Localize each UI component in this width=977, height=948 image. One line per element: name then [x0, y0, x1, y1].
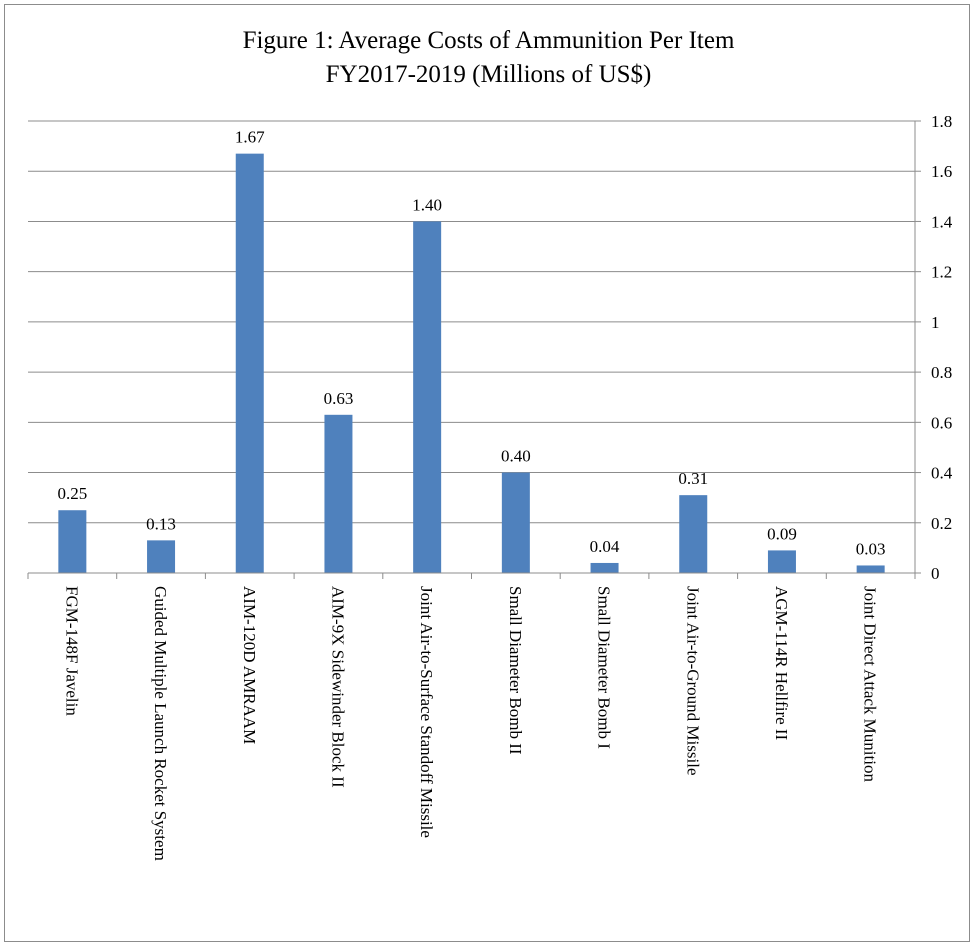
bar: [767, 550, 796, 573]
bar: [590, 562, 619, 573]
data-label: 0.09: [767, 524, 797, 543]
data-label: 1.67: [235, 128, 265, 147]
y-tick-label: 0.4: [931, 464, 953, 483]
bar: [235, 153, 264, 573]
x-tick-label: Small Diameter Bomb II: [506, 586, 525, 755]
y-tick-label: 0.6: [931, 413, 952, 432]
y-tick-label: 1.4: [931, 212, 953, 231]
bar: [856, 565, 885, 573]
x-tick-label: AIM-9X Sidewinder Block II: [328, 586, 347, 788]
y-tick-label: 1.6: [931, 162, 952, 181]
bar: [147, 540, 176, 573]
chart-title: Figure 1: Average Costs of Ammunition Pe…: [0, 24, 977, 92]
x-tick-label: FGM-148F Javelin: [62, 586, 81, 716]
chart-title-line-2: FY2017-2019 (Millions of US$): [325, 61, 652, 88]
chart-title-line-1: Figure 1: Average Costs of Ammunition Pe…: [242, 27, 735, 54]
data-label: 0.63: [324, 389, 354, 408]
data-label: 0.31: [678, 469, 708, 488]
x-tick-label: AIM-120D AMRAAM: [240, 586, 259, 744]
x-tick-label: Joint Air-to-Surface Standoff Missile: [417, 586, 436, 838]
data-label: 0.25: [57, 484, 87, 503]
x-tick-label: Small Diameter Bomb I: [595, 586, 614, 749]
x-tick-label: AGM-114R Hellfire II: [772, 586, 791, 741]
bar: [324, 414, 353, 573]
chart-frame: [4, 4, 970, 942]
data-label: 0.40: [501, 447, 531, 466]
x-tick-label: Joint Direct Attack Munition: [861, 586, 880, 782]
data-label: 0.04: [590, 537, 620, 556]
data-label: 0.03: [856, 539, 886, 558]
x-tick-label: Joint Air-to-Ground Missile: [683, 586, 702, 776]
bar: [58, 510, 87, 573]
x-tick-label: Guided Multiple Launch Rocket System: [151, 586, 170, 861]
y-tick-label: 0.8: [931, 363, 952, 382]
y-tick-label: 1: [931, 313, 940, 332]
y-tick-label: 0: [931, 564, 940, 583]
data-label: 1.40: [412, 195, 442, 214]
y-tick-label: 0.2: [931, 514, 952, 533]
data-label: 0.13: [146, 514, 176, 533]
y-tick-label: 1.8: [931, 112, 952, 131]
y-tick-label: 1.2: [931, 263, 952, 282]
bar: [413, 221, 442, 573]
bar: [679, 495, 708, 573]
bar: [501, 472, 530, 573]
